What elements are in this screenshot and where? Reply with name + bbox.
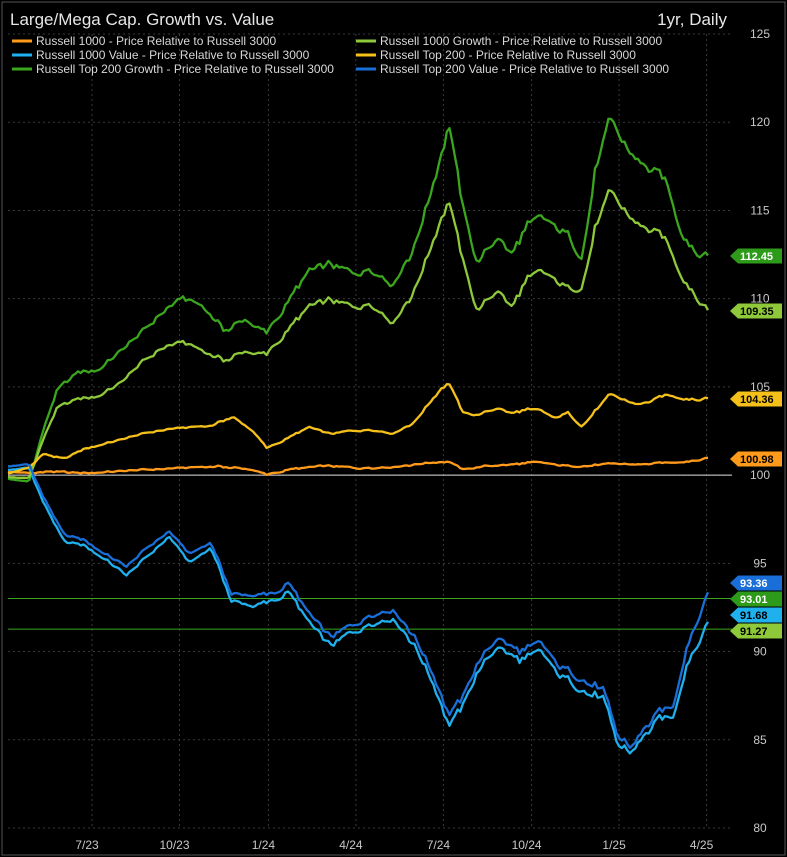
series-line-0 [7, 456, 709, 477]
end-tag-label-6: 91.68 [740, 610, 768, 622]
end-tag-bg-2 [730, 391, 782, 407]
end-tag-label-1: 109.35 [740, 306, 774, 318]
end-tag-label-3: 100.98 [740, 454, 774, 466]
x-tick-label-1: 10/23 [159, 838, 189, 852]
series-line-2 [7, 117, 709, 483]
end-tag-label-0: 112.45 [740, 251, 773, 263]
series-line-3 [7, 189, 710, 480]
y-tick-label-0: 80 [753, 821, 767, 835]
end-tag-bg-3 [730, 451, 782, 467]
y-tick-label-5: 105 [750, 380, 770, 394]
series-line-5 [7, 463, 710, 750]
legend: Russell 1000 - Price Relative to Russell… [12, 34, 669, 76]
x-tick-label-2: 1/24 [252, 838, 276, 852]
y-tick-label-7: 115 [750, 203, 769, 217]
end-tag-bg-1 [730, 303, 782, 319]
y-tick-label-8: 120 [750, 115, 770, 129]
series-line-4 [7, 383, 709, 475]
end-tag-label-7: 91.27 [740, 626, 768, 638]
x-tick-label-5: 10/24 [512, 838, 542, 852]
legend-label-0: Russell 1000 - Price Relative to Russell… [36, 34, 276, 48]
reference-lines [8, 474, 732, 630]
end-tag-label-2: 104.36 [740, 394, 774, 406]
legend-label-1: Russell 1000 Growth - Price Relative to … [380, 34, 662, 48]
y-tick-label-1: 85 [753, 733, 767, 747]
y-tick-label-6: 110 [750, 292, 769, 306]
x-tick-label-4: 7/24 [427, 838, 451, 852]
series-line-1 [7, 466, 709, 755]
y-tick-label-3: 95 [753, 556, 767, 570]
end-tag-label-5: 93.01 [740, 594, 768, 606]
x-tick-label-3: 4/24 [339, 838, 363, 852]
x-tick-label-0: 7/23 [75, 838, 99, 852]
y-tick-label-2: 90 [753, 645, 767, 659]
y-axis: 80 85 90 95 100 105 110 115 120 125 [750, 27, 770, 835]
legend-label-5: Russell Top 200 Value - Price Relative t… [380, 62, 669, 76]
legend-label-3: Russell Top 200 - Price Relative to Russ… [380, 48, 636, 62]
end-tag-label-4: 93.36 [740, 578, 768, 590]
legend-label-2: Russell 1000 Value - Price Relative to R… [36, 48, 310, 62]
chart-period: 1yr, Daily [657, 10, 727, 29]
series-layer [7, 117, 710, 755]
x-axis: 7/23 10/23 1/24 4/24 7/24 10/24 1/25 4/25 [75, 838, 713, 852]
end-value-tags: 112.45 109.35 104.36 100.98 93.36 93.01 91.68 9… [730, 248, 782, 639]
end-tag-bg-7 [730, 623, 782, 639]
y-tick-label-4: 100 [750, 468, 770, 482]
x-tick-label-7: 4/25 [690, 838, 714, 852]
end-tag-bg-6 [730, 607, 782, 623]
y-tick-label-9: 125 [750, 27, 770, 41]
end-tag-bg-0 [730, 248, 782, 264]
chart-title: Large/Mega Cap. Growth vs. Value [10, 10, 274, 29]
end-tag-bg-5 [730, 591, 782, 607]
end-tag-bg-4 [730, 575, 782, 591]
legend-label-4: Russell Top 200 Growth - Price Relative … [36, 62, 334, 76]
x-tick-label-6: 1/25 [602, 838, 626, 852]
